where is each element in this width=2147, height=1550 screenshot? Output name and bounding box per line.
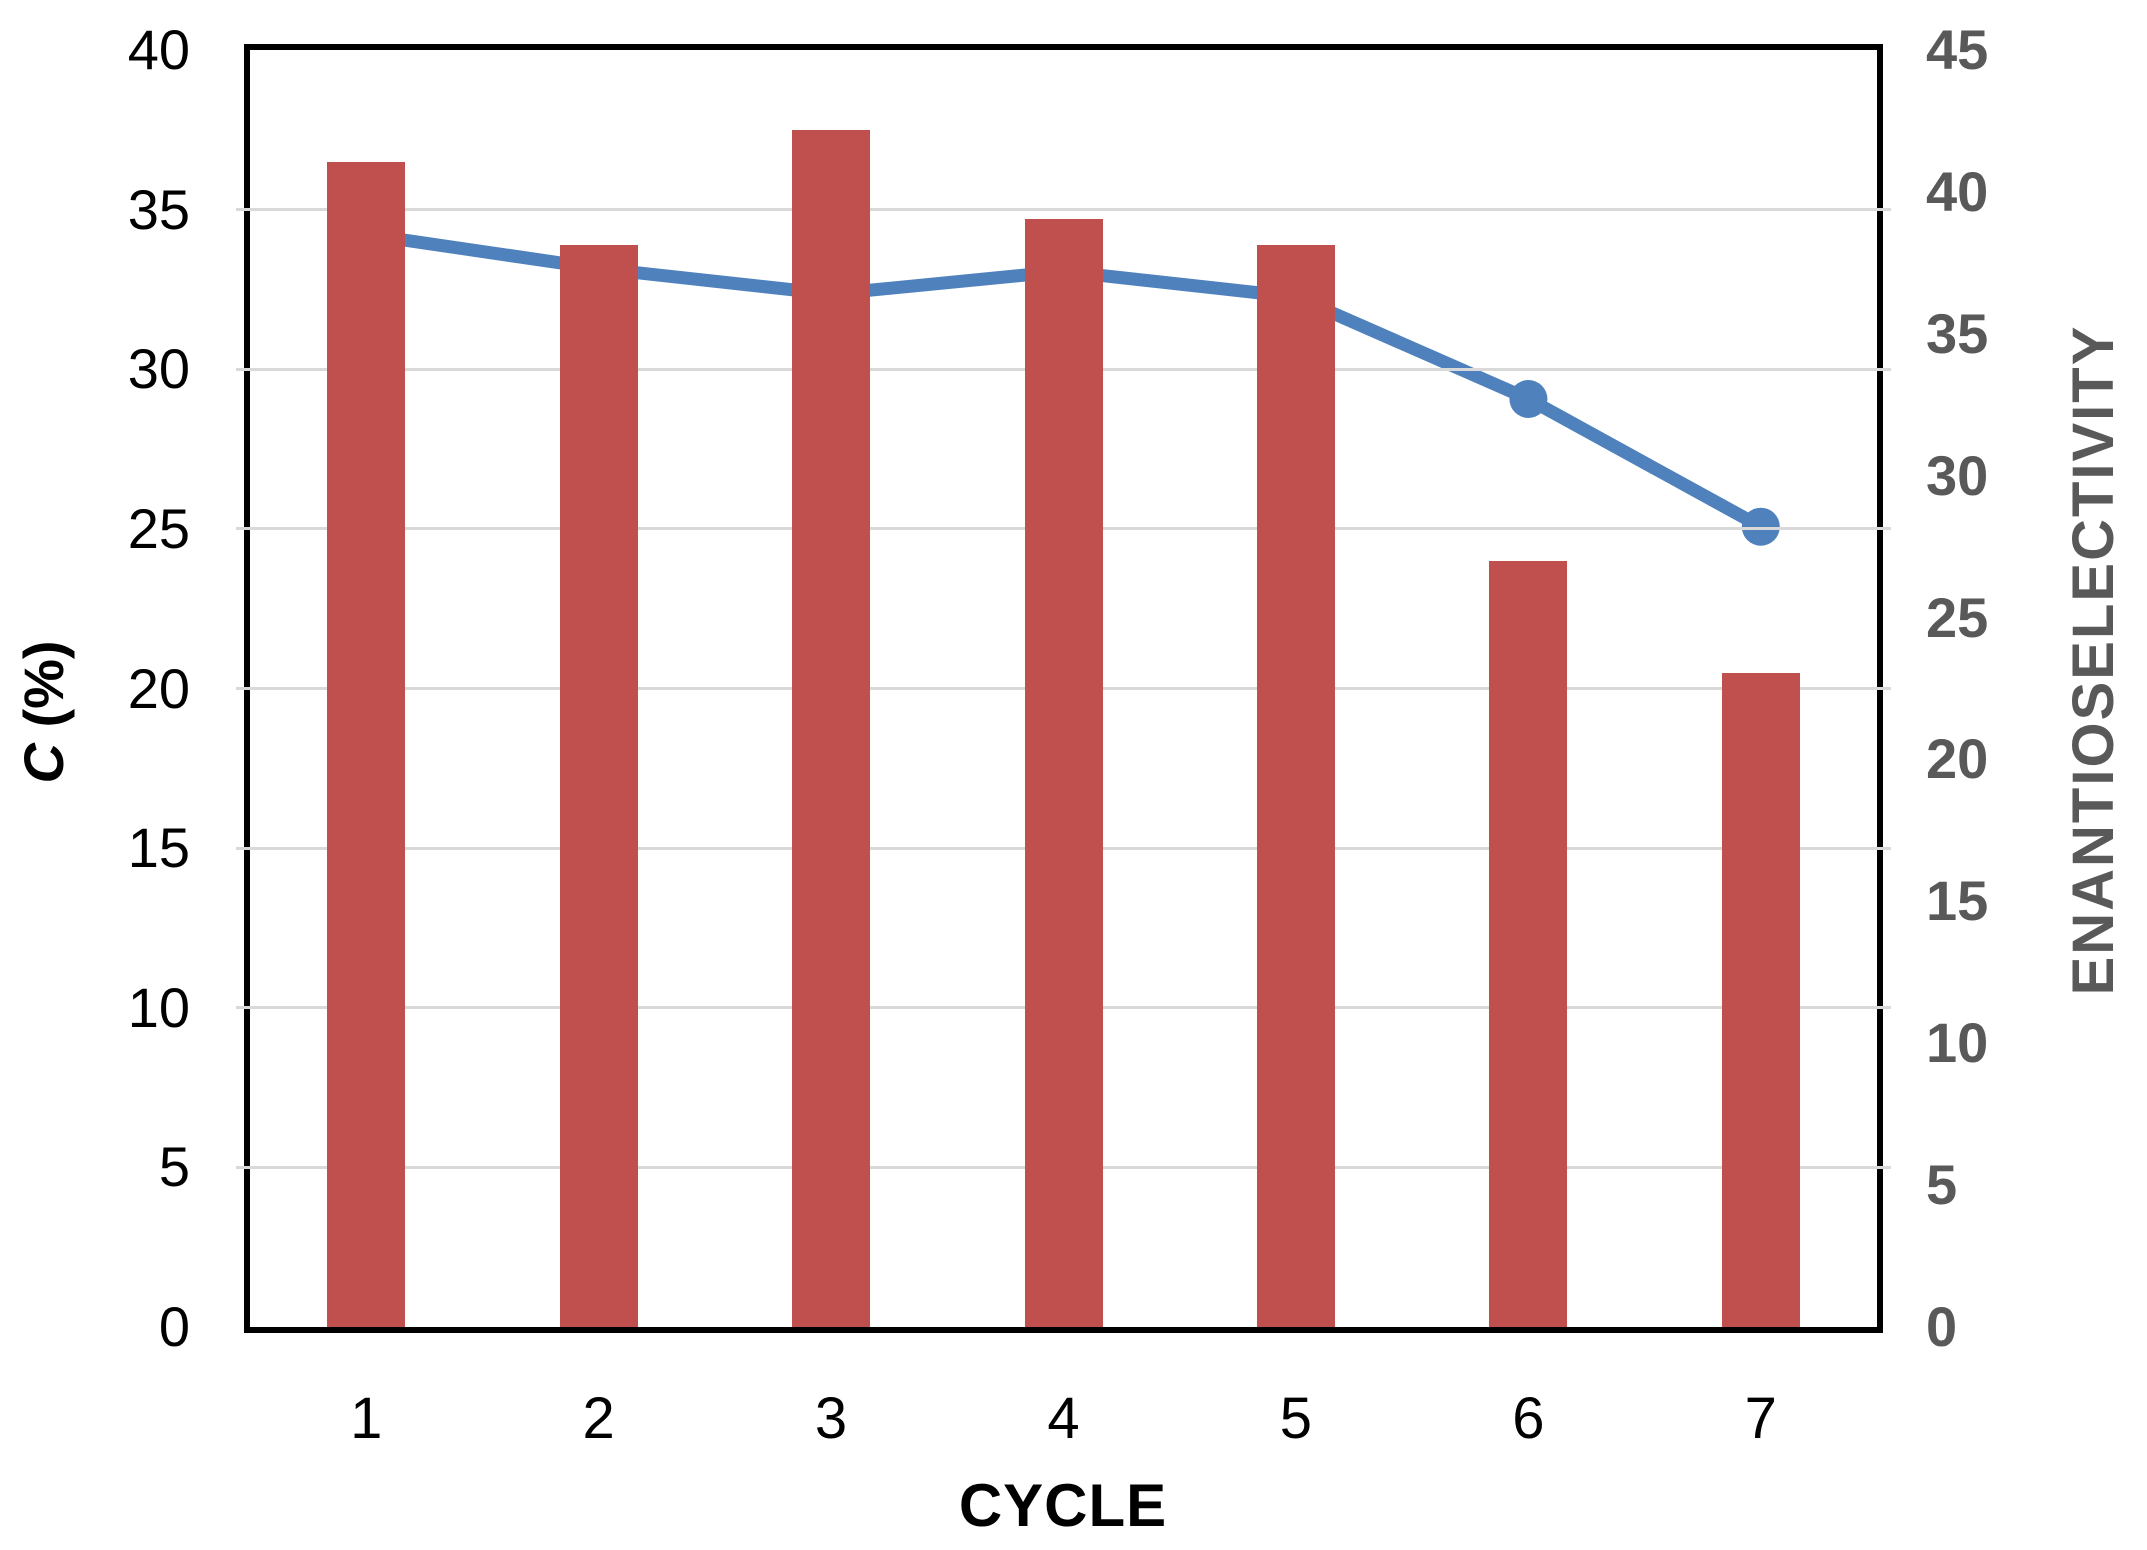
left-axis-tick-40: 40: [127, 18, 190, 81]
line-marker-cycle-7: [1741, 507, 1780, 546]
x-axis-tick-6: 6: [1512, 1386, 1545, 1451]
bar-cycle-4: [1024, 219, 1103, 1327]
left-axis-title-italic-part: C: [12, 743, 75, 784]
x-axis-tick-7: 7: [1744, 1386, 1777, 1451]
right-axis-tick-10: 10: [1926, 1011, 1989, 1075]
bar-cycle-6: [1489, 560, 1568, 1327]
bar-cycle-7: [1721, 672, 1800, 1327]
plot-area: [236, 50, 1891, 1327]
x-axis-tick-3: 3: [814, 1386, 848, 1451]
right-axis-tick-35: 35: [1926, 301, 1989, 365]
left-axis-tick-0: 0: [158, 1295, 190, 1358]
right-axis-tick-25: 25: [1926, 585, 1989, 649]
bar-cycle-5: [1256, 244, 1335, 1327]
left-axis-tick-5: 5: [158, 1135, 190, 1199]
x-axis-tick-4: 4: [1047, 1386, 1080, 1451]
bar-cycle-3: [792, 129, 871, 1327]
right-axis-tick-45: 45: [1926, 18, 1989, 81]
right-axis-tick-20: 20: [1926, 727, 1989, 791]
left-axis-tick-30: 30: [127, 337, 190, 401]
left-axis-tick-35: 35: [127, 177, 190, 241]
right-axis-tick-5: 5: [1926, 1153, 1958, 1217]
right-axis-tick-30: 30: [1926, 443, 1989, 507]
x-axis-title: CYCLE: [958, 1472, 1168, 1539]
bar-cycle-2: [559, 244, 638, 1327]
left-axis-tick-10: 10: [127, 975, 190, 1039]
left-axis-tick-15: 15: [127, 816, 190, 880]
line-marker-cycle-6: [1509, 380, 1548, 418]
plot-frame: [236, 44, 1891, 1333]
bar-cycle-1: [327, 161, 406, 1327]
x-axis-tick-5: 5: [1279, 1386, 1313, 1451]
x-axis-tick-2: 2: [582, 1386, 615, 1451]
x-axis-tick-1: 1: [350, 1386, 383, 1451]
right-axis-tick-15: 15: [1926, 869, 1989, 933]
right-axis-tick-40: 40: [1926, 159, 1989, 223]
left-axis-tick-25: 25: [127, 496, 190, 560]
right-axis-tick-0: 0: [1926, 1295, 1958, 1358]
left-axis-tick-20: 20: [127, 656, 190, 720]
